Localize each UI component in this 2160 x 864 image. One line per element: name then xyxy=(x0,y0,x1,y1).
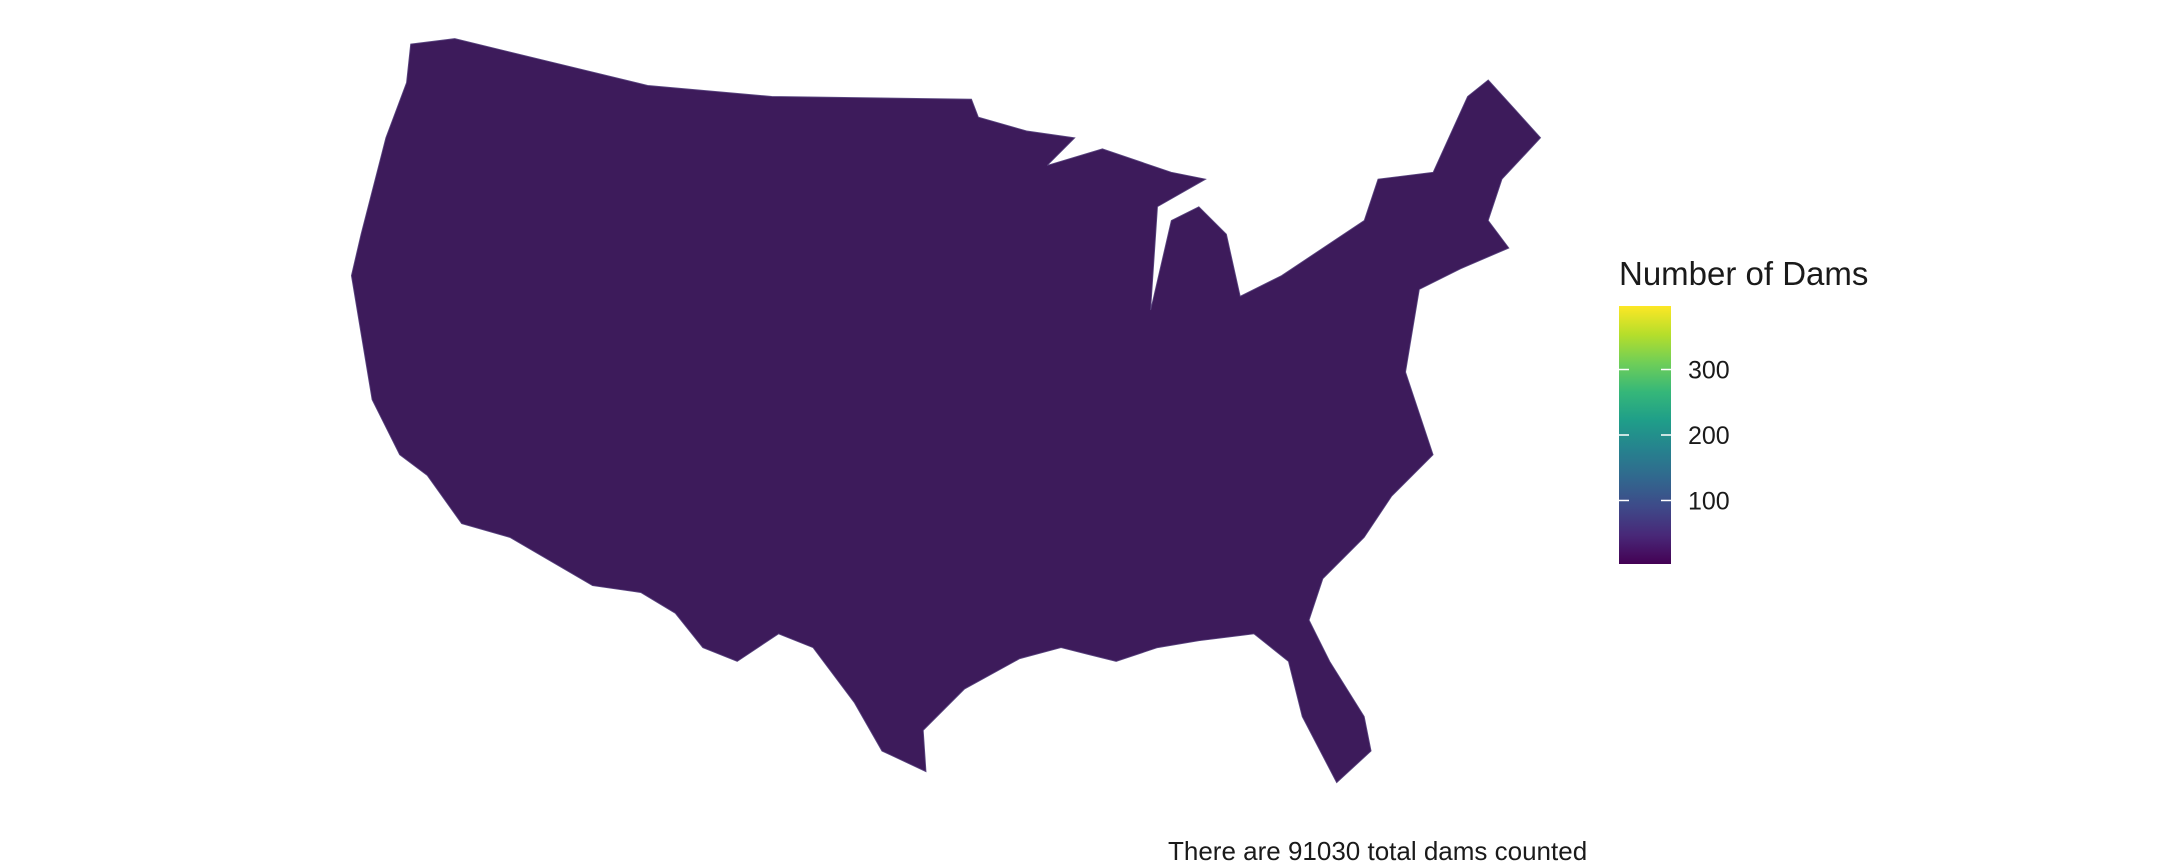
colorbar-tick-label: 200 xyxy=(1688,422,1730,450)
us-outline xyxy=(350,38,1542,784)
us-map xyxy=(350,38,1542,784)
legend-title: Number of Dams xyxy=(1619,255,1868,292)
colorbar-tick-label: 100 xyxy=(1688,487,1730,515)
colorbar-tick-label: 300 xyxy=(1688,357,1730,385)
caption: There are 91030 total dams counted xyxy=(1168,836,1587,864)
